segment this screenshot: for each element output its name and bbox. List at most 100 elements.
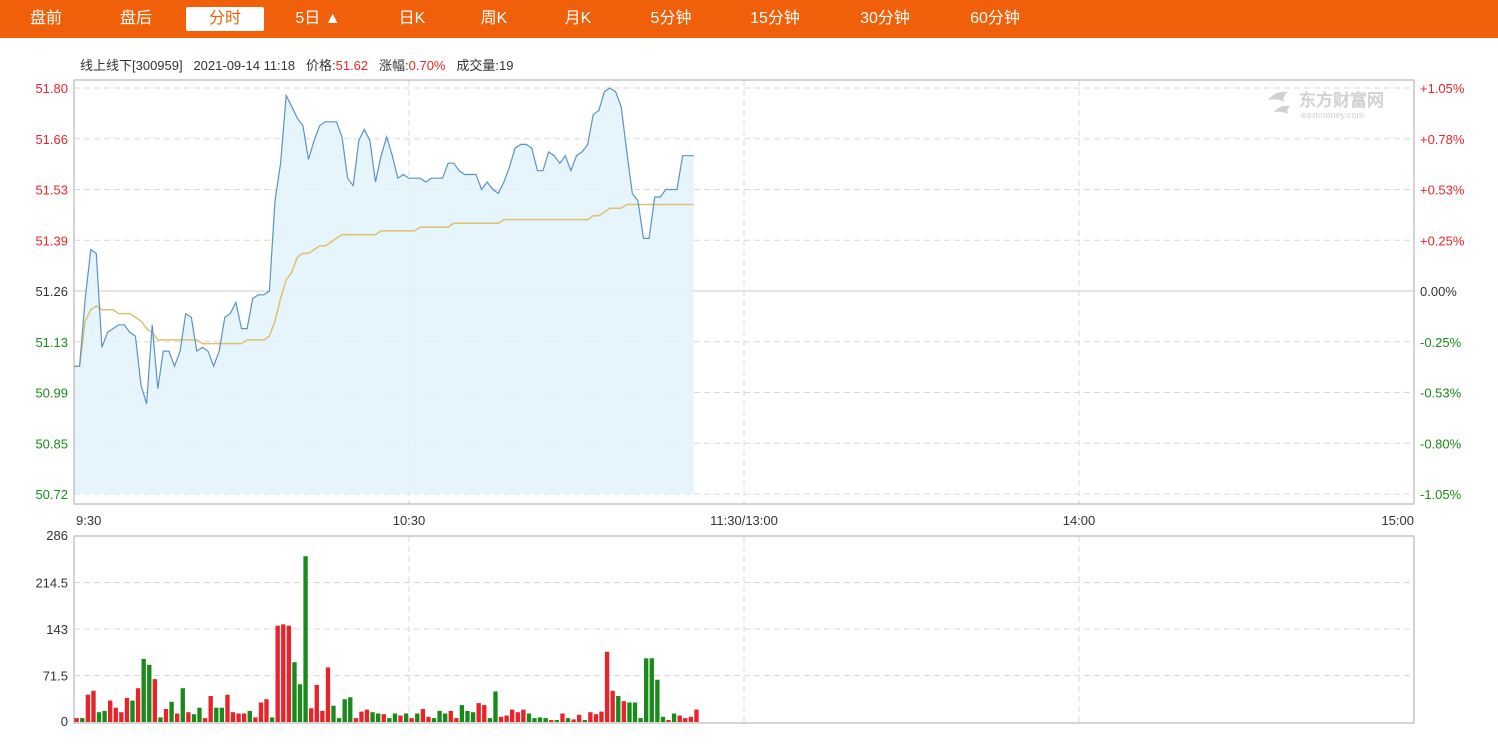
volume-bar	[610, 690, 615, 722]
volume-bar	[320, 710, 325, 722]
change-label: 涨幅:	[379, 58, 409, 73]
volume-bar	[599, 711, 604, 722]
volume-bar	[688, 716, 694, 722]
percent-tick-label: -0.25%	[1420, 335, 1462, 350]
volume-bar	[236, 713, 241, 722]
volume-bar	[102, 710, 107, 722]
volume-bar	[219, 707, 225, 722]
volume-bar	[638, 718, 643, 722]
volume-tick-label: 0	[61, 714, 68, 729]
volume-bar	[526, 713, 532, 722]
volume-bar	[348, 697, 353, 722]
tab-intraday[interactable]: 分时	[186, 7, 264, 31]
percent-tick-label: -0.53%	[1420, 386, 1462, 401]
volume-bar	[621, 701, 627, 722]
average-price-line	[74, 203, 694, 367]
volume-bar	[80, 718, 85, 722]
volume-bar	[504, 715, 509, 722]
volume-bar	[91, 690, 96, 722]
time-tick-label: 14:00	[1063, 513, 1096, 528]
volume-bar	[225, 694, 230, 722]
tab-afterhours[interactable]: 盘后	[119, 10, 152, 27]
tab-30min[interactable]: 30分钟	[860, 10, 910, 27]
time-tick-label: 9:30	[76, 513, 101, 528]
volume-bar	[309, 708, 314, 722]
volume-bar	[119, 712, 124, 722]
percent-tick-label: +0.25%	[1420, 233, 1465, 248]
volume-bar	[387, 718, 392, 722]
volume-bar	[409, 718, 414, 722]
volume-bar	[364, 709, 370, 722]
percent-tick-label: -0.80%	[1420, 436, 1462, 451]
volume-bar	[415, 713, 420, 722]
volume-bar	[521, 709, 526, 722]
volume-bar	[420, 709, 426, 722]
volume-bar	[632, 702, 638, 722]
time-tick-label: 10:30	[393, 513, 426, 528]
volume-bar	[303, 556, 308, 722]
volume-bar	[191, 714, 197, 722]
volume-bar	[431, 718, 437, 722]
volume-bars	[74, 556, 699, 722]
volume-bar	[577, 714, 582, 722]
percent-tick-label: -1.05%	[1420, 487, 1462, 502]
volume-bar	[113, 707, 118, 722]
percent-tick-label: +0.53%	[1420, 183, 1465, 198]
percent-tick-label: +0.78%	[1420, 132, 1465, 147]
volume-tick-label: 143	[46, 622, 68, 637]
volume-bar	[163, 709, 169, 722]
volume-bar	[593, 714, 599, 722]
volume-bar	[359, 711, 364, 722]
volume-bar	[141, 658, 146, 722]
volume-bar	[554, 720, 560, 722]
volume-bar	[292, 662, 297, 722]
tab-60min[interactable]: 60分钟	[970, 10, 1020, 27]
price-tick-label: 51.80	[35, 81, 68, 96]
volume-bar	[275, 625, 280, 722]
volume-bar	[482, 705, 487, 722]
volume-bar	[426, 716, 431, 722]
volume-bar	[247, 710, 252, 722]
volume-bar	[571, 719, 576, 722]
period-tab-bar: 盘前 盘后 分时 5日 ▲ 日K 周K 月K 5分钟 15分钟 30分钟 60分…	[0, 0, 1498, 38]
volume-bar	[96, 712, 102, 722]
price-value: 51.62	[335, 58, 369, 73]
watermark-domain: eastmoney.com	[1301, 110, 1364, 120]
volume-bar	[470, 712, 476, 722]
tab-monthly-k[interactable]: 月K	[564, 10, 592, 27]
price-tick-label: 51.53	[35, 183, 68, 198]
volume-bar	[498, 716, 504, 722]
volume-panel-frame	[73, 535, 1415, 724]
volume-bar	[264, 699, 269, 722]
volume-bar	[214, 707, 219, 722]
volume-bar	[459, 705, 465, 722]
volume-bar	[336, 718, 342, 722]
volume-bar	[169, 701, 174, 722]
eastmoney-logo-icon: 东方财富网 eastmoney.com	[1268, 90, 1384, 120]
tab-weekly-k[interactable]: 周K	[480, 10, 508, 27]
tab-daily-k[interactable]: 日K	[398, 10, 426, 27]
tab-5day[interactable]: 5日 ▲	[295, 10, 341, 27]
volume-tick-label: 286	[46, 528, 68, 543]
watermark-brand: 东方财富网	[1299, 90, 1384, 110]
volume-bar	[376, 713, 381, 722]
volume-bar	[616, 696, 621, 722]
tab-5min[interactable]: 5分钟	[650, 10, 692, 27]
volume-bar	[253, 717, 258, 722]
price-tick-label: 51.26	[35, 284, 68, 299]
volume-bar	[465, 710, 470, 722]
volume-bar	[230, 712, 236, 722]
volume-bar	[565, 718, 571, 722]
tab-premarket[interactable]: 盘前	[29, 10, 62, 27]
stock-name: 线上线下[300959]	[80, 58, 183, 73]
time-axis: 9:30 10:30 11:30/13:00 14:00 15:00	[76, 513, 1414, 528]
volume-bar	[342, 699, 347, 722]
tab-15min[interactable]: 15分钟	[750, 10, 800, 27]
volume-bar	[392, 713, 398, 722]
volume-bar	[370, 712, 375, 722]
volume-bar	[180, 688, 185, 722]
volume-bar	[671, 713, 677, 722]
volume-axis: 286 214.5 143 71.5 0	[35, 528, 68, 729]
volume-bar	[448, 710, 453, 722]
